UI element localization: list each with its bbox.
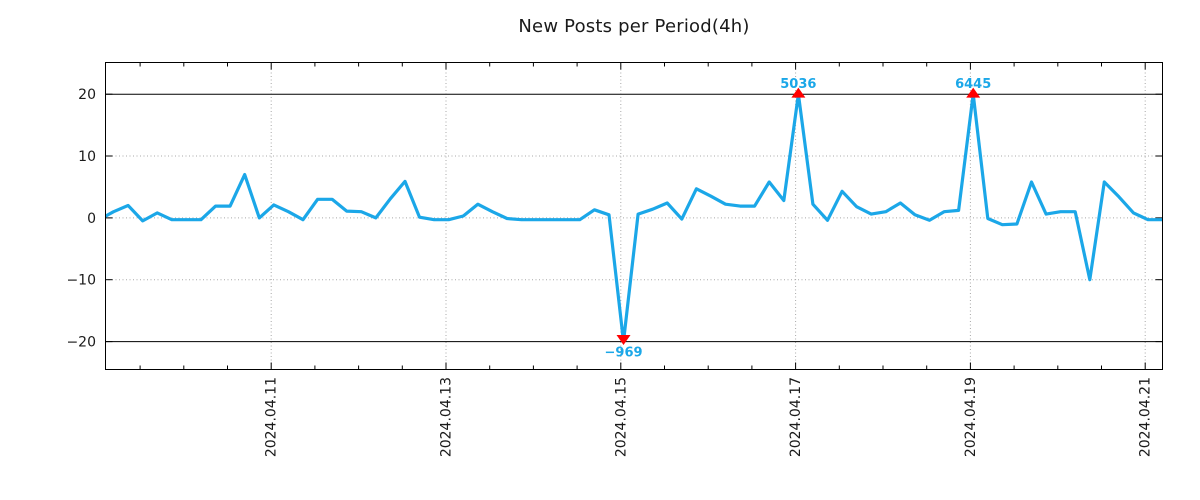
x-tick-label: 2024.04.19 <box>963 377 979 457</box>
peak-marker-icon <box>966 87 981 98</box>
dip-marker-icon <box>616 335 631 346</box>
x-tick-label: 2024.04.13 <box>439 377 455 457</box>
peak-annotation: 6445 <box>955 77 991 92</box>
y-tick-label: 20 <box>78 87 96 103</box>
dip-annotation: −969 <box>605 346 643 361</box>
chart-title: New Posts per Period(4h) <box>518 16 750 37</box>
plot-border <box>105 62 1163 370</box>
peak-marker-icon <box>791 87 806 98</box>
x-tick-label: 2024.04.21 <box>1138 377 1154 457</box>
peak-annotation: 5036 <box>780 77 816 92</box>
x-tick-label: 2024.04.17 <box>788 377 804 457</box>
y-tick-label: 10 <box>78 149 96 165</box>
data-line <box>105 92 1163 344</box>
y-tick-label: 0 <box>87 211 96 227</box>
x-tick-label: 2024.04.11 <box>264 377 280 457</box>
y-tick-label: −20 <box>66 335 96 351</box>
y-tick-label: −10 <box>66 273 96 289</box>
x-tick-label: 2024.04.15 <box>613 377 629 457</box>
